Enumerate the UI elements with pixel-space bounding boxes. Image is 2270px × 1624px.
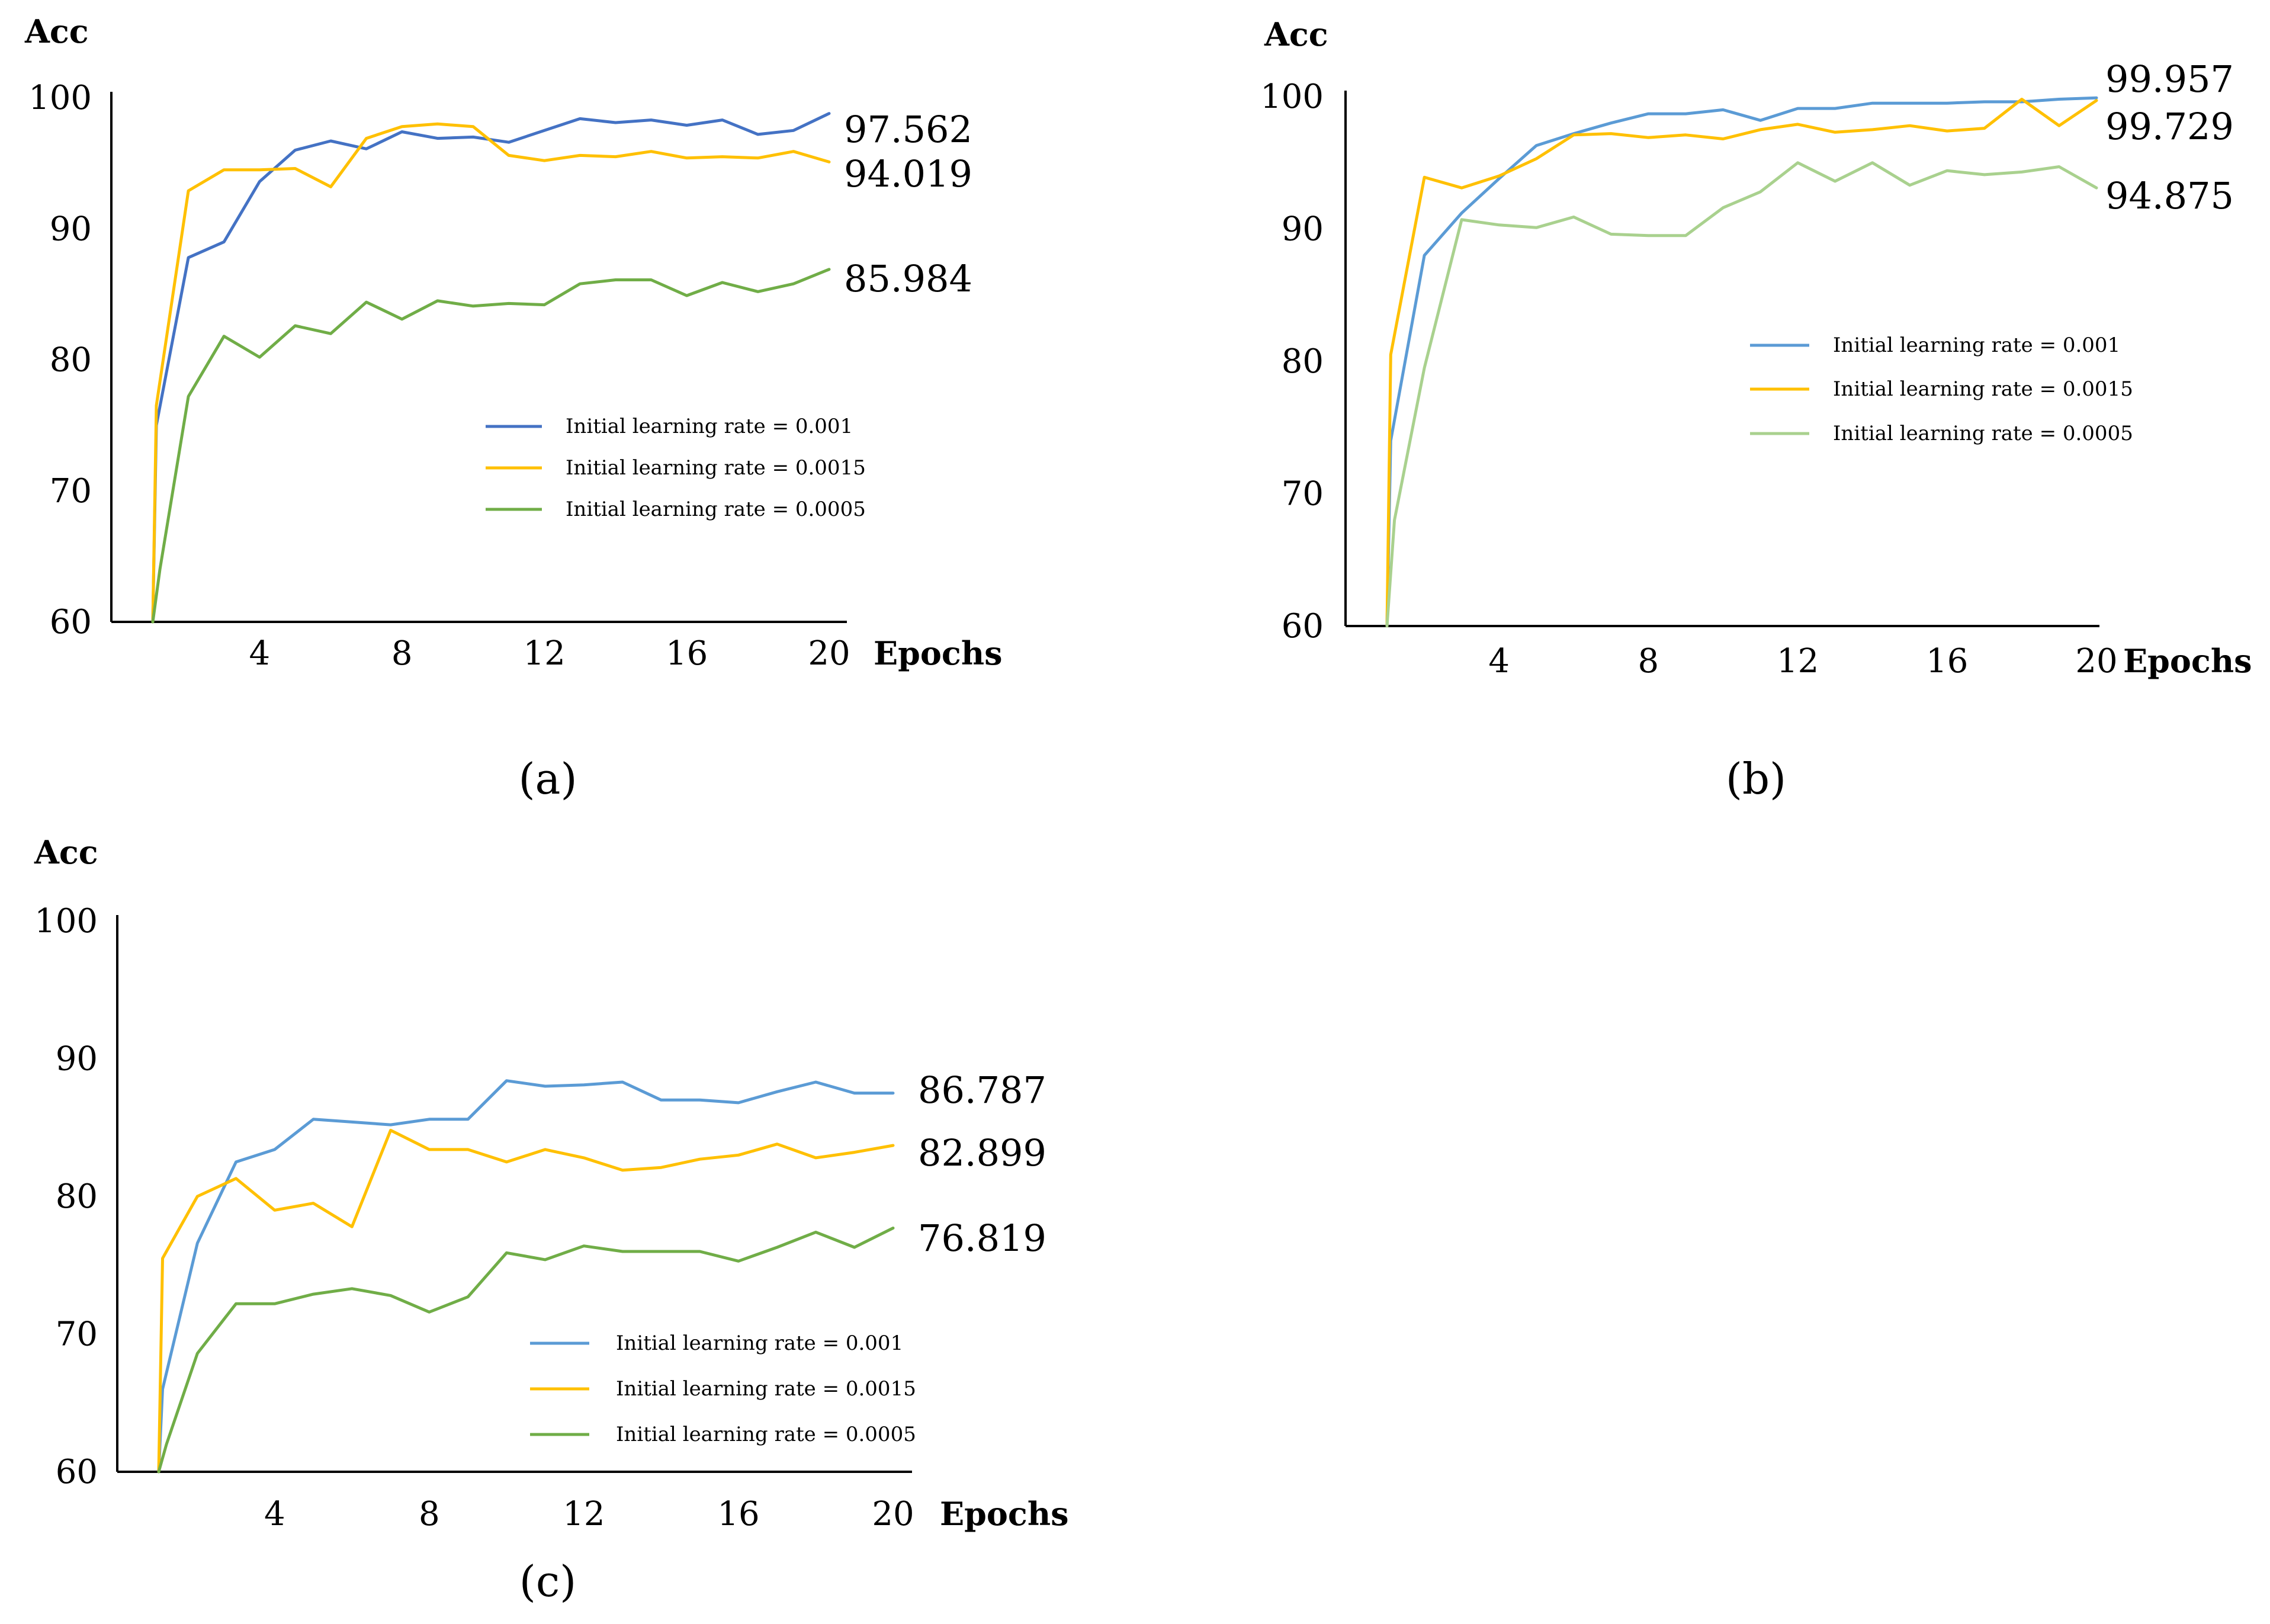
x-tick-label: 4 [264, 1495, 285, 1533]
panel-label: (c) [519, 1556, 577, 1606]
series-line-1 [151, 112, 831, 624]
y-tick-label: 100 [34, 902, 98, 941]
end-value-label: 86.787 [918, 1068, 1046, 1112]
y-tick-label: 80 [1282, 342, 1324, 381]
y-axis-title: Acc [34, 833, 98, 871]
end-value-label: 97.562 [844, 108, 972, 151]
x-tick-label: 8 [391, 634, 413, 673]
legend: Initial learning rate = 0.001 Initial lea… [486, 415, 866, 521]
end-value-label: 82.899 [918, 1131, 1046, 1174]
panel-label: (b) [1726, 754, 1786, 804]
x-axis-title: Epochs [940, 1495, 1068, 1533]
series-line-1 [157, 1079, 895, 1474]
legend-label: Initial learning rate = 0.0015 [616, 1377, 916, 1401]
legend-label: Initial learning rate = 0.0005 [1833, 422, 2133, 445]
end-value-label: 99.729 [2105, 105, 2234, 148]
x-tick-label: 16 [666, 634, 708, 673]
legend: Initial learning rate = 0.001 Initial lea… [530, 1331, 916, 1446]
y-tick-label: 80 [56, 1177, 98, 1216]
series-line-1 [1385, 96, 2098, 628]
chart-panel-a: Acc Epochs 60 70 80 90 100 4 8 12 16 20 97.56294.019… [24, 12, 1002, 804]
legend-label: Initial learning rate = 0.0015 [1833, 377, 2133, 401]
series-line-3 [1385, 161, 2098, 628]
legend-label: Initial learning rate = 0.0005 [616, 1423, 916, 1446]
x-tick-label: 4 [1488, 642, 1510, 681]
y-tick-label: 70 [50, 472, 92, 511]
series-line-2 [151, 122, 831, 624]
y-tick-label: 60 [50, 603, 92, 641]
y-tick-label: 90 [50, 210, 92, 248]
series-line-2 [1385, 98, 2098, 628]
x-tick-label: 4 [249, 634, 270, 673]
end-value-label: 94.875 [2105, 174, 2234, 217]
y-tick-label: 90 [56, 1040, 98, 1079]
x-axis-title: Epochs [874, 634, 1002, 672]
x-tick-label: 16 [717, 1495, 759, 1533]
y-tick-label: 70 [56, 1315, 98, 1354]
legend-label: Initial learning rate = 0.001 [566, 415, 853, 438]
series-line-2 [157, 1128, 895, 1474]
legend-label: Initial learning rate = 0.0005 [566, 498, 866, 521]
legend-label: Initial learning rate = 0.001 [616, 1331, 903, 1355]
x-tick-label: 20 [2075, 642, 2117, 681]
x-tick-label: 8 [1638, 642, 1659, 681]
y-tick-label: 100 [1260, 78, 1324, 116]
x-tick-label: 12 [524, 634, 566, 673]
y-axis-title: Acc [1264, 15, 1328, 53]
y-tick-label: 80 [50, 341, 92, 380]
legend-label: Initial learning rate = 0.001 [1833, 333, 2120, 357]
series-line-3 [151, 268, 831, 624]
x-tick-label: 20 [808, 634, 850, 673]
panel-label: (a) [518, 754, 577, 804]
legend: Initial learning rate = 0.001 Initial lea… [1750, 333, 2133, 445]
x-tick-label: 12 [563, 1495, 605, 1533]
y-tick-label: 100 [28, 79, 92, 117]
y-tick-label: 60 [56, 1453, 98, 1491]
x-axis-title: Epochs [2123, 642, 2252, 680]
chart-panel-c: Acc Epochs 60 70 80 90 100 4 8 12 16 20 86.787 82.899… [34, 833, 1068, 1606]
series-line-3 [157, 1227, 895, 1474]
x-tick-label: 16 [1926, 642, 1968, 681]
end-value-label: 99.957 [2105, 57, 2234, 101]
legend-label: Initial learning rate = 0.0015 [566, 456, 866, 480]
y-tick-label: 70 [1282, 475, 1324, 513]
y-axis-title: Acc [24, 12, 89, 50]
end-value-label: 94.019 [844, 152, 972, 195]
x-tick-label: 12 [1777, 642, 1819, 681]
x-tick-label: 20 [872, 1495, 914, 1533]
end-value-label: 85.984 [844, 257, 972, 300]
y-tick-label: 90 [1282, 210, 1324, 249]
y-tick-label: 60 [1282, 607, 1324, 646]
x-tick-label: 8 [419, 1495, 440, 1533]
chart-panel-b: Acc Epochs 60 70 80 90 100 4 8 12 16 20 99.95799.729… [1260, 15, 2252, 804]
end-value-label: 76.819 [918, 1217, 1046, 1260]
